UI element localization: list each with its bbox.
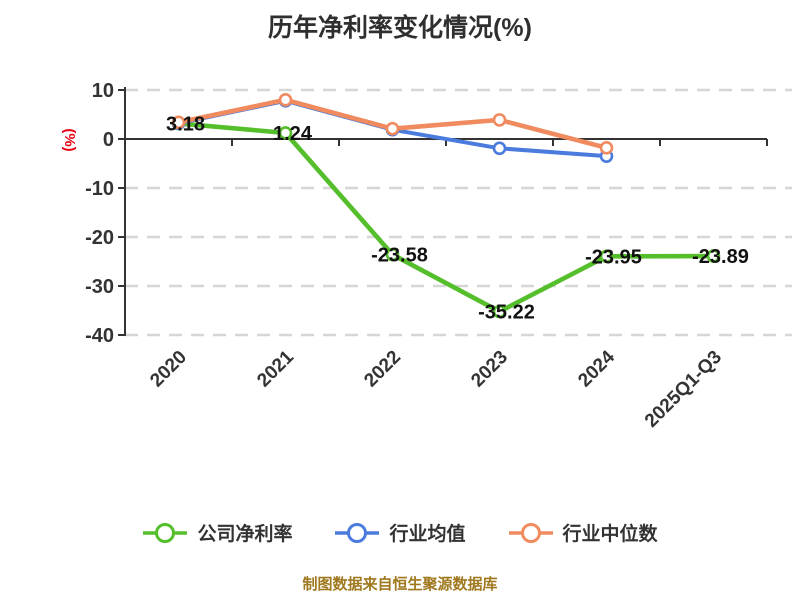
data-point-label: -23.95 — [585, 246, 642, 268]
y-tick-label: -20 — [85, 227, 114, 249]
x-tick-label: 2023 — [467, 347, 512, 392]
data-point-marker — [492, 304, 507, 319]
grid-lines — [125, 88, 792, 337]
legend-label: 公司净利率 — [197, 524, 293, 545]
data-point-marker — [599, 249, 614, 264]
y-tick-label: 0 — [103, 129, 114, 151]
y-tick-label: -10 — [85, 178, 114, 200]
series-industry-median — [171, 93, 614, 155]
data-point-marker — [492, 141, 507, 156]
legend-label: 行业中位数 — [562, 524, 658, 545]
data-point-label: -35.22 — [478, 302, 535, 324]
chart-title: 历年净利率变化情况(%) — [268, 14, 532, 42]
data-point-marker — [385, 121, 400, 136]
x-tick-label: 2020 — [146, 347, 191, 392]
data-point-marker — [171, 115, 186, 130]
data-point-label: 3.18 — [166, 113, 205, 135]
data-point-label: -23.89 — [692, 246, 749, 268]
y-tick-label: -40 — [85, 325, 114, 347]
data-point-marker — [492, 113, 507, 127]
data-point-marker — [599, 141, 614, 155]
chart-legend: 公司净利率 行业均值 行业中位数 — [0, 519, 800, 546]
y-tick-label: -30 — [85, 276, 114, 298]
legend-line-marker-icon — [335, 522, 380, 543]
data-source-note: 制图数据来自恒生聚源数据库 — [302, 576, 498, 593]
legend-line-marker-icon — [143, 522, 188, 543]
x-tick-label: 2024 — [574, 346, 619, 391]
series-data-labels-company-net-margin: 3.18 1.24 -23.58 -35.22 -23.95 -23.89 — [166, 113, 749, 323]
data-point-label: -23.58 — [371, 245, 428, 267]
y-tick-label: 10 — [92, 80, 114, 102]
legend-line-marker-icon — [508, 522, 553, 543]
legend-label: 行业均值 — [389, 524, 466, 545]
data-point-marker — [706, 249, 721, 263]
x-tick-label: 2021 — [253, 346, 298, 391]
data-point-label: 1.24 — [273, 123, 313, 145]
data-point-marker — [278, 126, 293, 140]
x-tick-label: 2022 — [360, 347, 405, 392]
x-tick-label: 2025Q1-Q3 — [641, 347, 726, 432]
legend-item-industry-median[interactable]: 行业中位数 — [508, 519, 658, 546]
legend-item-industry-average[interactable]: 行业均值 — [334, 519, 466, 546]
legend-item-company-net-margin[interactable]: 公司净利率 — [142, 519, 292, 546]
data-point-marker — [278, 93, 293, 107]
data-point-marker — [385, 247, 400, 262]
